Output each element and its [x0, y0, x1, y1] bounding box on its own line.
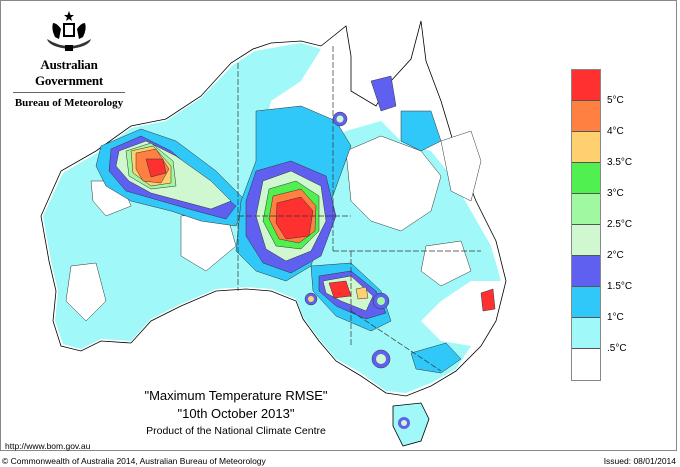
- map-title: "Maximum Temperature RMSE": [144, 388, 328, 403]
- bom-logo: Australian Government Bureau of Meteorol…: [9, 9, 129, 109]
- legend-label: 1°C: [607, 312, 624, 323]
- legend-band-1.5-2: [572, 256, 600, 287]
- copyright-text: © Commonwealth of Australia 2014, Austra…: [2, 456, 266, 466]
- legend-band-0.5-1: [572, 318, 600, 349]
- legend-band-2.5-3: [572, 194, 600, 225]
- legend-label: .5°C: [607, 343, 627, 354]
- legend-band-3-3.5: [572, 163, 600, 194]
- legend-label: 1.5°C: [607, 281, 633, 292]
- logo-divider: [13, 92, 125, 93]
- legend-label: 5°C: [607, 95, 624, 106]
- color-legend: [571, 69, 601, 381]
- australia-rmse-map: [40, 20, 507, 447]
- legend-band-gt5: [572, 70, 600, 101]
- legend-label: 3°C: [607, 188, 624, 199]
- legend-band-lt0.5: [572, 349, 600, 380]
- bom-website-link[interactable]: http://www.bom.gov.au: [5, 441, 91, 451]
- map-frame: Australian Government Bureau of Meteorol…: [0, 0, 677, 451]
- legend-label: 2.5°C: [607, 219, 633, 230]
- legend-label: 2°C: [607, 250, 624, 261]
- coat-of-arms-icon: [47, 11, 91, 51]
- map-date: "10th October 2013": [177, 406, 295, 421]
- org-secondary: Bureau of Meteorology: [14, 97, 124, 109]
- legend-band-2-2.5: [572, 225, 600, 256]
- legend-band-3.5-4: [572, 132, 600, 163]
- issued-date: Issued: 08/01/2014: [603, 456, 676, 466]
- legend-label: 4°C: [607, 126, 624, 137]
- legend-band-1-1.5: [572, 287, 600, 318]
- org-primary: Australian Government: [34, 57, 104, 88]
- legend-label: 3.5°C: [607, 157, 633, 168]
- legend-band-4-5: [572, 101, 600, 132]
- map-subtitle: Product of the National Climate Centre: [146, 425, 326, 437]
